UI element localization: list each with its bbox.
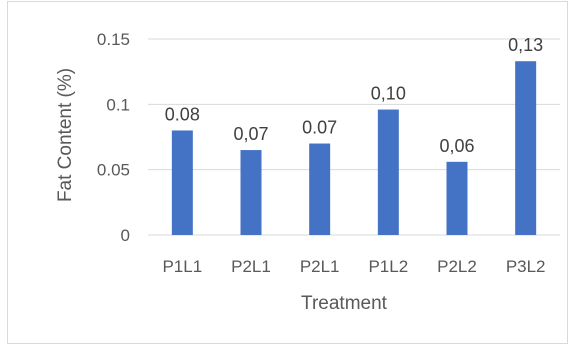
x-tick-label: P2L1 <box>231 257 271 276</box>
y-tick-labels: 0 0.05 0.1 0.15 <box>97 30 130 245</box>
data-label: 0,13 <box>508 35 543 55</box>
y-tick-label: 0.1 <box>106 95 130 114</box>
x-tick-label: P1L1 <box>162 257 202 276</box>
x-tick-label: P3L2 <box>506 257 546 276</box>
bars <box>171 61 537 235</box>
y-tick-label: 0 <box>121 226 130 245</box>
chart-frame <box>7 1 568 344</box>
y-axis-title: Fat Content (%) <box>55 68 76 202</box>
data-label: 0,10 <box>371 84 406 104</box>
data-label: 0,07 <box>233 124 268 144</box>
x-tick-label: P2L2 <box>437 257 477 276</box>
data-label: 0,06 <box>439 136 474 156</box>
x-axis-title: Treatment <box>301 293 388 314</box>
y-tick-label: 0.05 <box>97 161 130 180</box>
x-tick-label: P2L1 <box>300 257 340 276</box>
bar <box>309 143 331 235</box>
bar <box>171 130 193 235</box>
bar <box>515 61 537 235</box>
y-tick-label: 0.15 <box>97 30 130 49</box>
data-label: 0.08 <box>165 104 200 124</box>
bar <box>240 150 262 235</box>
data-label: 0.07 <box>302 118 337 138</box>
bar <box>377 109 399 235</box>
x-tick-labels: P1L1 P2L1 P2L1 P1L2 P2L2 P3L2 <box>162 257 545 276</box>
data-labels: 0.08 0,07 0.07 0,10 0,06 0,13 <box>165 35 543 156</box>
bar <box>446 161 468 235</box>
gridlines <box>148 38 560 236</box>
x-tick-label: P1L2 <box>368 257 408 276</box>
